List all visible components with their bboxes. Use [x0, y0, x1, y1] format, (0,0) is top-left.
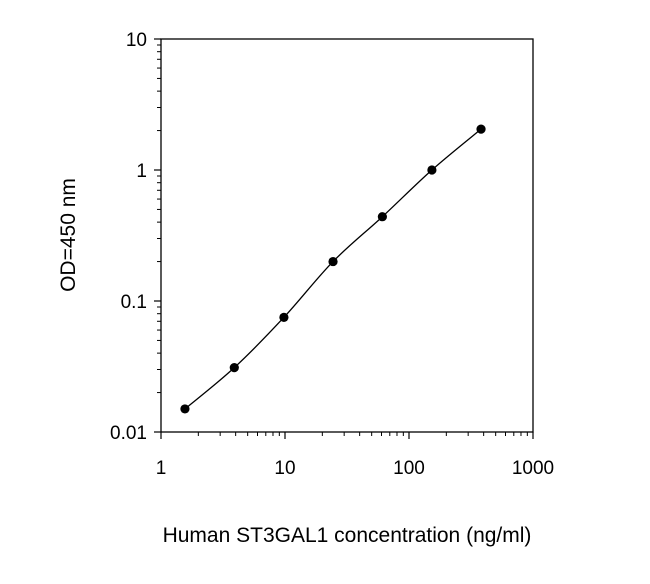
- data-point: [328, 256, 338, 267]
- data-point: [476, 124, 486, 134]
- y-tick-label: 0.1: [121, 292, 147, 313]
- data-point: [427, 165, 437, 175]
- data-point: [377, 212, 387, 222]
- plot-frame: [160, 38, 534, 433]
- y-axis-ticks: 0.01 0.1 1 10: [110, 30, 161, 444]
- y-tick-label: 1: [136, 161, 147, 182]
- series-line: [184, 128, 482, 410]
- y-tick-label: 10: [126, 30, 147, 51]
- series-layer: [180, 124, 486, 414]
- x-axis-title: Human ST3GAL1 concentration (ng/ml): [163, 524, 532, 547]
- data-point: [279, 312, 289, 322]
- x-axis-ticks: 1 10 100 1000: [156, 432, 554, 479]
- data-point: [180, 404, 190, 414]
- data-point: [229, 363, 239, 373]
- y-axis-title: OD=450 nm: [57, 178, 80, 292]
- x-tick-label: 10: [274, 458, 295, 479]
- x-tick-label: 1: [156, 458, 167, 479]
- x-tick-label: 1000: [512, 458, 554, 479]
- x-tick-label: 100: [393, 458, 425, 479]
- y-tick-label: 0.01: [110, 423, 147, 444]
